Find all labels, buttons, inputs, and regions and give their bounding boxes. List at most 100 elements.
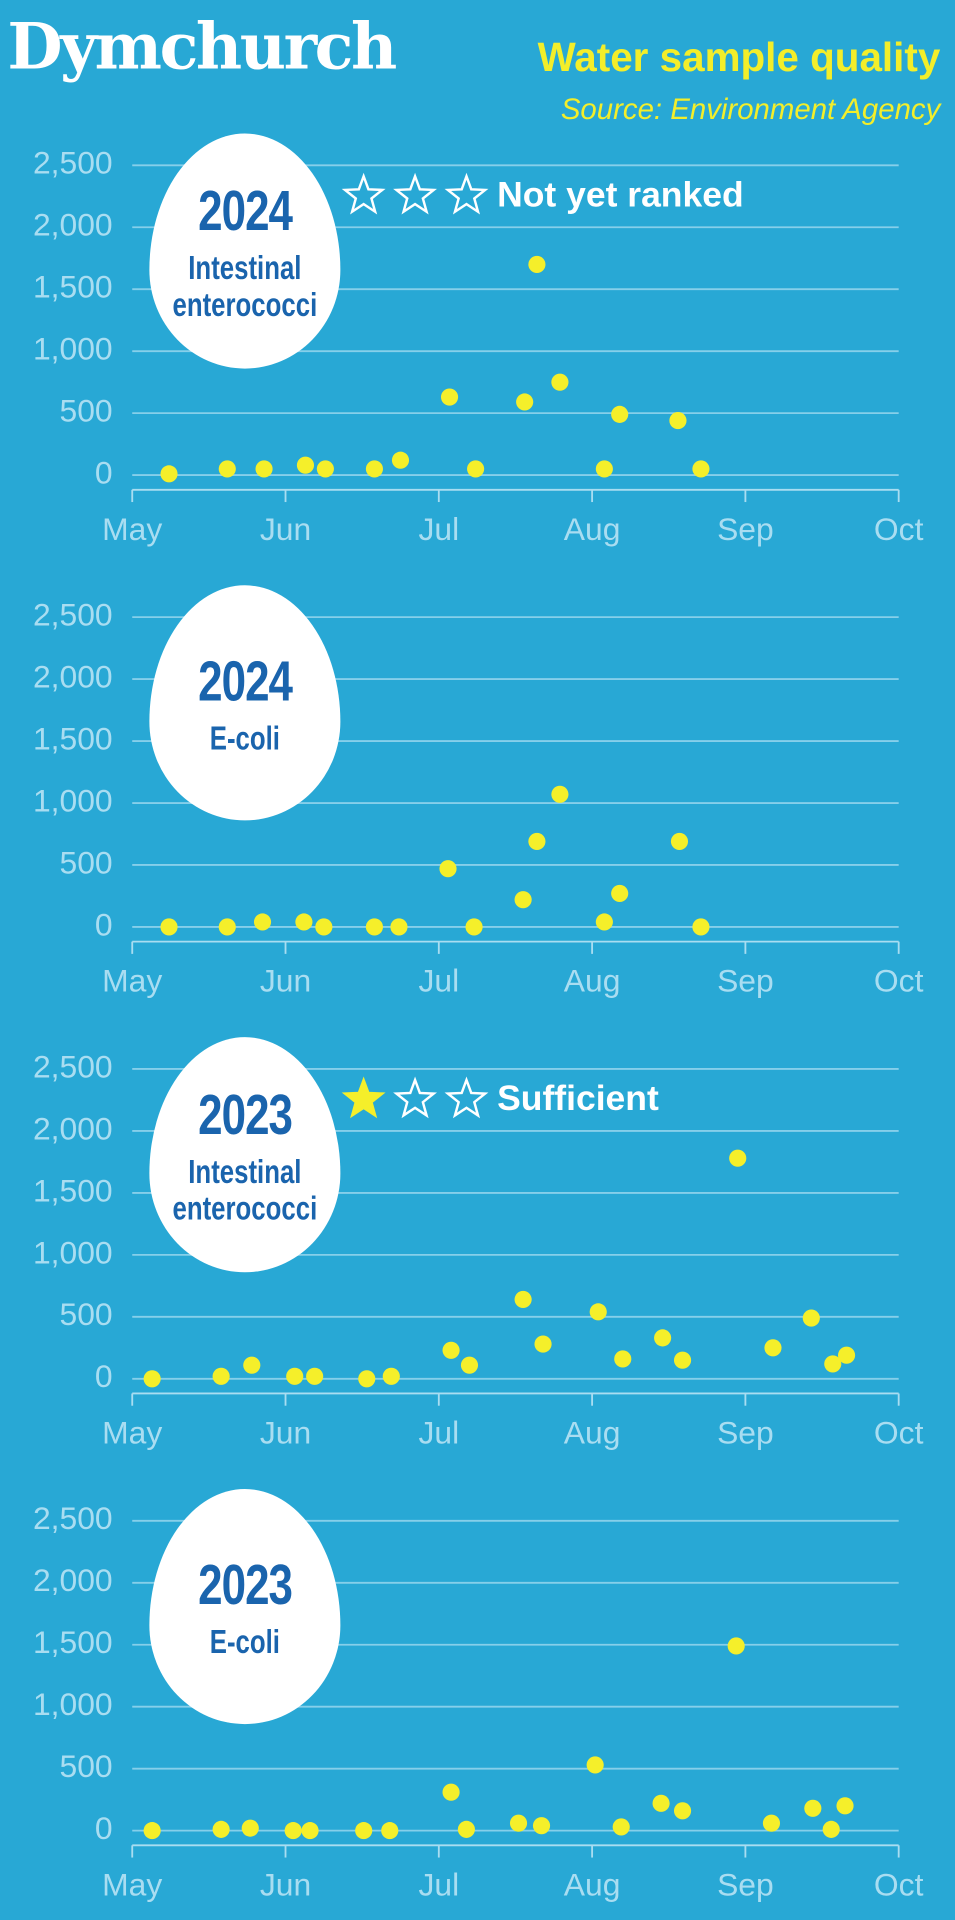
- data-point: [729, 1149, 747, 1167]
- source: Source: Environment Agency: [560, 93, 941, 127]
- y-tick-label: 2,000: [33, 659, 113, 695]
- data-point: [595, 460, 613, 478]
- data-point: [457, 1820, 475, 1838]
- data-point: [212, 1820, 230, 1838]
- data-point: [460, 1356, 479, 1374]
- x-tick-label: Oct: [874, 963, 924, 999]
- y-tick-label: 2,500: [33, 1500, 113, 1536]
- x-tick-label: Aug: [564, 963, 621, 999]
- data-point: [143, 1822, 161, 1840]
- data-point: [551, 373, 569, 391]
- data-point: [727, 1637, 745, 1655]
- data-point: [509, 1814, 528, 1832]
- data-point: [673, 1802, 692, 1820]
- data-point: [516, 393, 534, 411]
- data-point: [381, 1822, 399, 1840]
- data-point: [365, 918, 383, 936]
- y-tick-label: 500: [60, 393, 113, 429]
- rating-star: [393, 172, 437, 215]
- x-tick-label: Jul: [418, 963, 459, 999]
- data-point: [355, 1822, 373, 1840]
- data-point: [762, 1814, 781, 1832]
- chart-year: 2024: [197, 178, 293, 243]
- data-point: [528, 832, 546, 851]
- rating-star: [444, 172, 489, 215]
- data-point: [382, 1367, 400, 1385]
- data-point: [692, 918, 710, 936]
- y-tick-label: 500: [60, 1748, 113, 1784]
- x-tick-label: Jun: [260, 963, 311, 999]
- x-tick-label: Jun: [260, 511, 311, 547]
- data-point: [241, 1819, 259, 1837]
- data-point: [218, 460, 236, 478]
- data-point: [692, 460, 710, 478]
- x-tick-label: Oct: [874, 1866, 924, 1902]
- chart-title: Intestinal enterococci: [172, 1153, 318, 1227]
- x-tick-label: May: [102, 963, 162, 999]
- x-tick-label: Sep: [717, 1866, 774, 1902]
- y-tick-label: 0: [95, 1810, 113, 1846]
- y-tick-label: 1,000: [33, 331, 113, 367]
- chart-title: E-coli: [209, 1623, 280, 1661]
- x-tick-label: Sep: [717, 511, 774, 547]
- x-tick-label: Jul: [418, 1415, 459, 1451]
- data-point: [467, 460, 485, 478]
- data-point: [802, 1309, 820, 1327]
- chart-year: 2024: [197, 648, 293, 713]
- data-point: [589, 1303, 607, 1321]
- data-point: [595, 913, 613, 931]
- rating-star: [341, 172, 386, 215]
- page-title: Dymchurch: [7, 9, 397, 85]
- data-point: [358, 1370, 376, 1388]
- data-point: [654, 1329, 672, 1347]
- x-tick-label: Jun: [260, 1866, 311, 1902]
- data-point: [652, 1794, 670, 1812]
- rating-label: Sufficient: [497, 1078, 659, 1118]
- x-tick-label: Aug: [564, 511, 621, 547]
- y-tick-label: 0: [95, 455, 113, 491]
- data-point: [837, 1346, 856, 1364]
- data-point: [551, 785, 569, 803]
- data-point: [804, 1799, 822, 1817]
- y-tick-label: 0: [95, 906, 113, 942]
- rating-star: [393, 1076, 437, 1119]
- data-point: [253, 913, 272, 931]
- x-tick-label: Sep: [717, 963, 774, 999]
- data-point: [465, 918, 483, 936]
- data-point: [160, 465, 178, 483]
- y-tick-label: 2,000: [33, 1562, 113, 1598]
- data-point: [160, 918, 178, 936]
- data-point: [614, 1350, 632, 1368]
- x-tick-label: Jul: [418, 511, 459, 547]
- data-point: [764, 1339, 782, 1357]
- data-point: [822, 1820, 840, 1838]
- data-point: [306, 1367, 324, 1385]
- data-point: [612, 1818, 630, 1836]
- data-point: [284, 1822, 302, 1840]
- data-point: [514, 891, 532, 909]
- data-point: [316, 460, 334, 478]
- y-tick-label: 1,000: [33, 782, 113, 818]
- data-point: [673, 1351, 692, 1369]
- data-point: [286, 1367, 304, 1385]
- y-tick-label: 2,500: [33, 1048, 113, 1084]
- chart-year: 2023: [197, 1552, 293, 1617]
- data-point: [669, 412, 687, 430]
- y-tick-label: 1,000: [33, 1686, 113, 1722]
- y-tick-label: 2,500: [33, 145, 113, 181]
- data-point: [212, 1367, 230, 1385]
- data-point: [824, 1355, 842, 1373]
- y-tick-label: 1,500: [33, 269, 113, 305]
- egg-badge: 2023 Intestinal enterococci: [149, 1037, 341, 1273]
- data-point: [534, 1335, 552, 1353]
- y-tick-label: 500: [60, 1296, 113, 1332]
- x-tick-label: Oct: [874, 511, 924, 547]
- x-tick-label: May: [102, 1866, 162, 1902]
- x-tick-label: Aug: [564, 1415, 621, 1451]
- data-point: [296, 456, 315, 474]
- data-point: [611, 884, 629, 903]
- data-point: [218, 918, 236, 936]
- chart-year: 2023: [197, 1082, 293, 1147]
- data-point: [143, 1370, 161, 1388]
